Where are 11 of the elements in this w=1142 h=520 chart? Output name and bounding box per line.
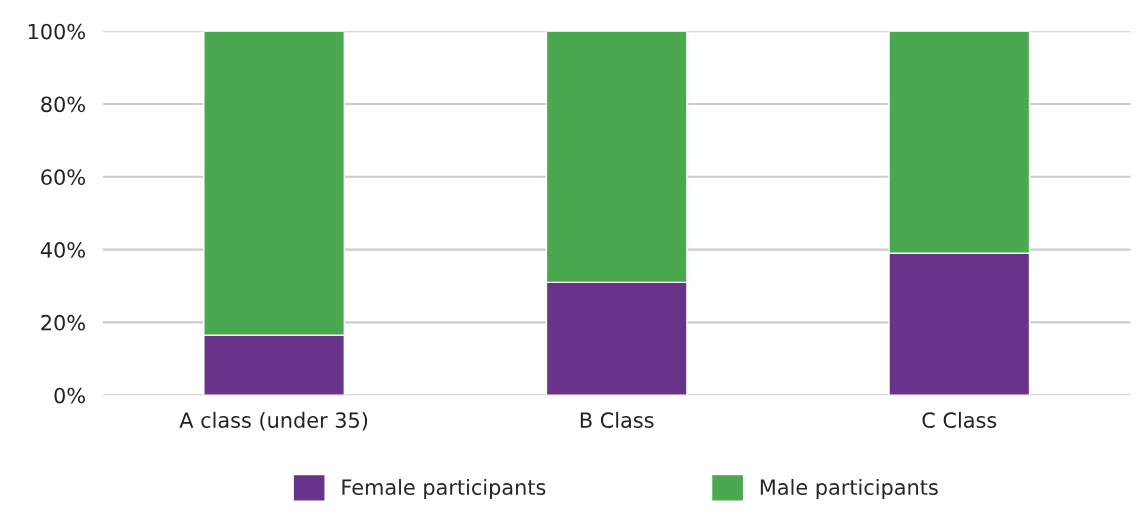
x-tick-label: B Class (580, 411, 654, 428)
y-tick-label: 40% (40, 242, 85, 258)
x-tick-label: C Class (922, 411, 997, 428)
x-tick-label: A class (under 35) (179, 411, 368, 431)
y-tick-label: 0% (54, 387, 85, 404)
y-tick-label: 100% (28, 23, 85, 40)
y-tick-label: 20% (41, 314, 85, 331)
y-tick-label: 80% (41, 96, 85, 113)
legend-label: Female participants (342, 478, 546, 500)
y-tick-label: 60% (41, 169, 85, 186)
legend-label: Male participants (760, 478, 938, 500)
